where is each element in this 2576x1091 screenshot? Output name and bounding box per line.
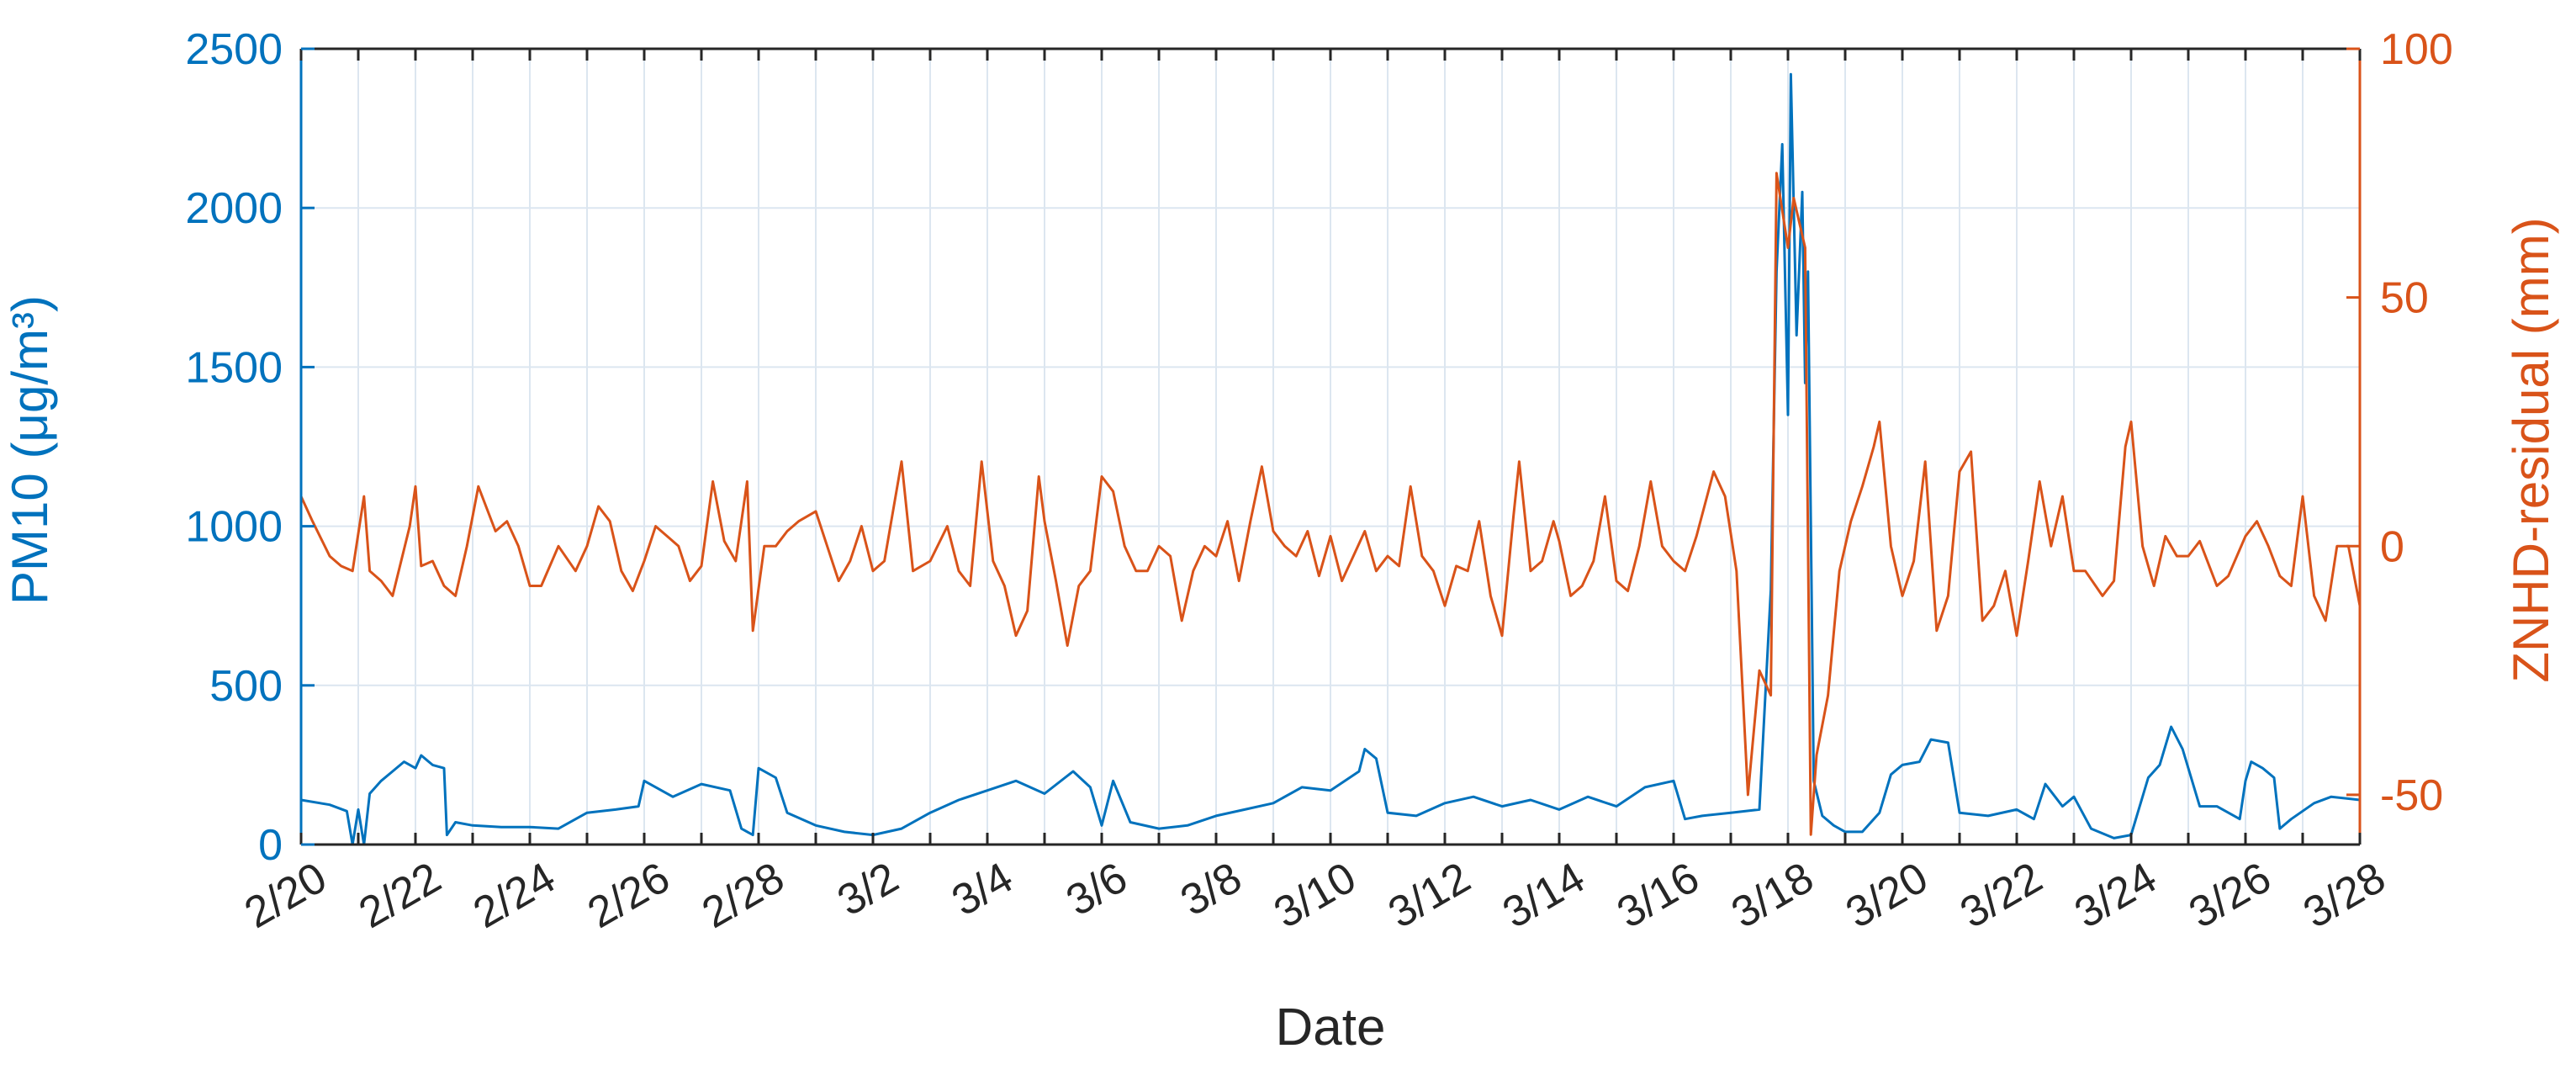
series-line-pm10	[300, 72, 2361, 846]
y-tick-label-right: 0	[2380, 522, 2404, 571]
y-tick-label-left: 1500	[185, 343, 283, 392]
y-tick-label-right: -50	[2380, 771, 2443, 820]
y-axis-right-title: ZNHD-residual (mm)	[2503, 217, 2559, 682]
grid-layer	[301, 49, 2360, 845]
y-tick-label-left: 2500	[185, 25, 283, 74]
series-layer	[299, 72, 2362, 846]
y-tick-label-left: 2000	[185, 184, 283, 233]
y-tick-label-left: 1000	[185, 503, 283, 552]
y-tick-label-right: 50	[2380, 274, 2429, 323]
y-tick-label-left: 500	[209, 662, 283, 711]
y-axis-left-title: PM10 (μg/m³)	[2, 295, 58, 605]
y-tick-label-right: 100	[2380, 25, 2453, 74]
y-tick-label-left: 0	[258, 821, 283, 870]
series-line-znhd-residual	[299, 172, 2362, 836]
axes-layer	[299, 47, 2362, 846]
x-axis-title: Date	[1276, 998, 1386, 1057]
